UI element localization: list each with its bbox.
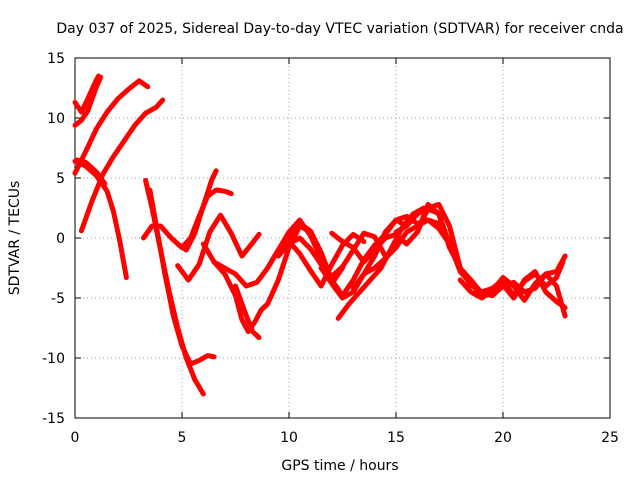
series-line-arc-14 bbox=[233, 283, 262, 341]
series-line-arc-3 bbox=[72, 78, 151, 176]
y-tick-label: 0 bbox=[56, 231, 65, 247]
chart-title: Day 037 of 2025, Sidereal Day-to-day VTE… bbox=[56, 21, 623, 37]
x-tick-label: 20 bbox=[494, 430, 512, 446]
series-line-arc-2 bbox=[72, 74, 104, 128]
series-line-arc-6 bbox=[74, 157, 108, 187]
series-line-arc-15 bbox=[265, 231, 367, 289]
grid-lines bbox=[75, 58, 610, 418]
x-tick-label: 10 bbox=[280, 430, 298, 446]
y-tick-label: 15 bbox=[47, 51, 65, 67]
series-line-arc-5 bbox=[72, 158, 129, 281]
series-line-arc-8 bbox=[147, 187, 217, 367]
x-tick-labels: 0 5 10 15 20 25 bbox=[71, 430, 619, 446]
series-line-arc-4 bbox=[78, 97, 166, 234]
series-line-arc-24 bbox=[457, 271, 568, 319]
x-axis-label: GPS time / hours bbox=[281, 458, 398, 474]
series-line-arc-25 bbox=[489, 253, 568, 299]
x-tick-label: 15 bbox=[387, 430, 405, 446]
series-line-arc-1 bbox=[72, 73, 101, 115]
y-tick-label: 5 bbox=[56, 171, 65, 187]
y-axis-label: SDTVAR / TECUs bbox=[7, 181, 23, 296]
y-tick-label: 10 bbox=[47, 111, 65, 127]
y-tick-labels: -15 -10 -5 0 5 10 15 bbox=[42, 51, 65, 427]
y-tick-label: -15 bbox=[42, 411, 65, 427]
x-tick-label: 0 bbox=[71, 430, 80, 446]
series-layer bbox=[72, 73, 568, 397]
x-tick-label: 5 bbox=[178, 430, 187, 446]
y-tick-label: -10 bbox=[42, 351, 65, 367]
series-line-arc-11 bbox=[175, 212, 262, 283]
y-tick-label: -5 bbox=[51, 291, 65, 307]
axis-ticks bbox=[74, 57, 611, 419]
x-tick-label: 25 bbox=[601, 430, 619, 446]
series-line-arc-10 bbox=[175, 168, 219, 253]
